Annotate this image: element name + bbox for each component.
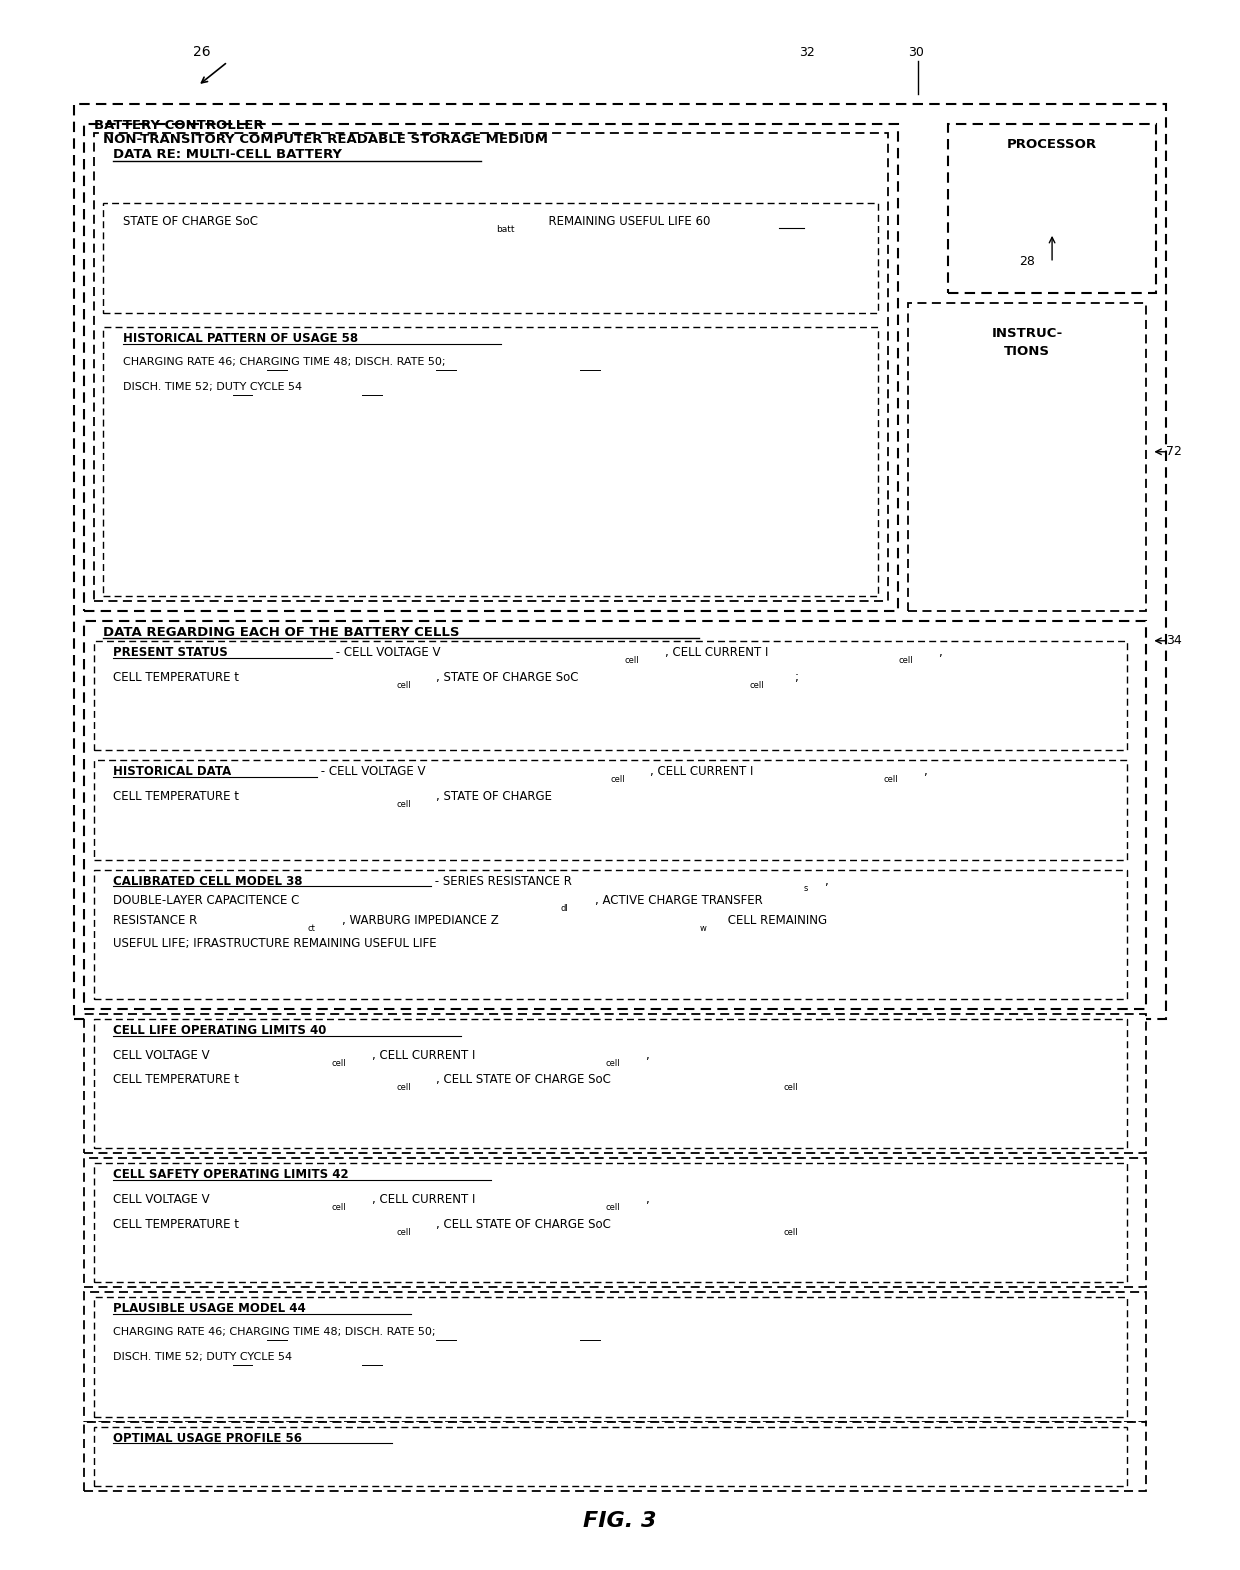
Text: cell: cell — [397, 680, 412, 689]
Text: ,: , — [937, 645, 941, 659]
Text: 26: 26 — [193, 46, 211, 58]
Text: CELL TEMPERATURE t: CELL TEMPERATURE t — [113, 670, 239, 683]
Text: , CELL CURRENT I: , CELL CURRENT I — [372, 1193, 475, 1206]
Text: REMAINING USEFUL LIFE 60: REMAINING USEFUL LIFE 60 — [541, 215, 711, 228]
Bar — [83, 1421, 1147, 1492]
Bar — [93, 641, 1127, 750]
Text: DATA REGARDING EACH OF THE BATTERY CELLS: DATA REGARDING EACH OF THE BATTERY CELLS — [103, 626, 460, 639]
Text: cell: cell — [784, 1228, 799, 1237]
Text: ,: , — [645, 1193, 649, 1206]
Text: 34: 34 — [1167, 634, 1182, 647]
Text: cell: cell — [883, 776, 898, 783]
Bar — [83, 620, 1147, 1010]
Text: ;: ; — [794, 670, 797, 683]
Text: batt: batt — [496, 225, 515, 234]
Text: CELL TEMPERATURE t: CELL TEMPERATURE t — [113, 1074, 239, 1086]
Text: , CELL CURRENT I: , CELL CURRENT I — [372, 1049, 475, 1061]
Bar — [103, 328, 878, 597]
Text: OPTIMAL USAGE PROFILE 56: OPTIMAL USAGE PROFILE 56 — [113, 1432, 303, 1444]
Text: DATA RE: MULTI-CELL BATTERY: DATA RE: MULTI-CELL BATTERY — [113, 149, 342, 162]
Text: CHARGING RATE 46; CHARGING TIME 48; DISCH. RATE 50;: CHARGING RATE 46; CHARGING TIME 48; DISC… — [123, 358, 446, 367]
Text: w: w — [699, 925, 707, 933]
Text: CELL VOLTAGE V: CELL VOLTAGE V — [113, 1193, 210, 1206]
Text: - CELL VOLTAGE V: - CELL VOLTAGE V — [317, 765, 425, 779]
Text: CELL TEMPERATURE t: CELL TEMPERATURE t — [113, 1218, 239, 1231]
Text: s: s — [804, 884, 808, 893]
Text: 30: 30 — [908, 46, 924, 58]
Bar — [93, 133, 888, 601]
Text: , CELL STATE OF CHARGE SoC: , CELL STATE OF CHARGE SoC — [436, 1218, 611, 1231]
Text: DOUBLE-LAYER CAPACITENCE C: DOUBLE-LAYER CAPACITENCE C — [113, 895, 300, 907]
Text: FIG. 3: FIG. 3 — [583, 1510, 657, 1531]
Text: DISCH. TIME 52; DUTY CYCLE 54: DISCH. TIME 52; DUTY CYCLE 54 — [113, 1352, 293, 1361]
Text: CELL SAFETY OPERATING LIMITS 42: CELL SAFETY OPERATING LIMITS 42 — [113, 1168, 348, 1181]
Text: CELL LIFE OPERATING LIMITS 40: CELL LIFE OPERATING LIMITS 40 — [113, 1024, 327, 1036]
Text: cell: cell — [397, 1083, 412, 1093]
Text: cell: cell — [749, 680, 764, 689]
Text: ,: , — [823, 874, 827, 887]
Text: cell: cell — [898, 656, 913, 664]
Text: cell: cell — [397, 801, 412, 809]
Text: , CELL CURRENT I: , CELL CURRENT I — [650, 765, 753, 779]
Bar — [83, 1159, 1147, 1287]
Text: , STATE OF CHARGE SoC: , STATE OF CHARGE SoC — [436, 670, 579, 683]
Text: NON-TRANSITORY COMPUTER READABLE STORAGE MEDIUM: NON-TRANSITORY COMPUTER READABLE STORAGE… — [103, 133, 548, 146]
Text: CELL REMAINING: CELL REMAINING — [724, 914, 827, 928]
Bar — [93, 760, 1127, 860]
Text: , CELL CURRENT I: , CELL CURRENT I — [665, 645, 768, 659]
Bar — [947, 124, 1157, 292]
Text: USEFUL LIFE; IFRASTRUCTURE REMAINING USEFUL LIFE: USEFUL LIFE; IFRASTRUCTURE REMAINING USE… — [113, 937, 436, 950]
Text: 72: 72 — [1167, 446, 1182, 458]
Bar — [73, 104, 1167, 1019]
Text: STATE OF CHARGE SoC: STATE OF CHARGE SoC — [123, 215, 258, 228]
Text: - CELL VOLTAGE V: - CELL VOLTAGE V — [332, 645, 440, 659]
Text: cell: cell — [397, 1228, 412, 1237]
Text: , WARBURG IMPEDIANCE Z: , WARBURG IMPEDIANCE Z — [342, 914, 498, 928]
Bar — [83, 124, 898, 611]
Text: , CELL STATE OF CHARGE SoC: , CELL STATE OF CHARGE SoC — [436, 1074, 611, 1086]
Text: ct: ct — [308, 925, 315, 933]
Text: cell: cell — [332, 1058, 346, 1068]
Bar — [93, 1427, 1127, 1487]
Bar — [83, 1014, 1147, 1152]
Text: CHARGING RATE 46; CHARGING TIME 48; DISCH. RATE 50;: CHARGING RATE 46; CHARGING TIME 48; DISC… — [113, 1327, 436, 1338]
Text: CELL VOLTAGE V: CELL VOLTAGE V — [113, 1049, 210, 1061]
Text: CALIBRATED CELL MODEL 38: CALIBRATED CELL MODEL 38 — [113, 874, 303, 887]
Bar — [93, 1297, 1127, 1416]
Text: , STATE OF CHARGE: , STATE OF CHARGE — [436, 790, 552, 802]
Text: DISCH. TIME 52; DUTY CYCLE 54: DISCH. TIME 52; DUTY CYCLE 54 — [123, 382, 303, 392]
Text: PRESENT STATUS: PRESENT STATUS — [113, 645, 228, 659]
Bar — [103, 203, 878, 312]
Text: RESISTANCE R: RESISTANCE R — [113, 914, 197, 928]
Text: CELL TEMPERATURE t: CELL TEMPERATURE t — [113, 790, 239, 802]
Text: HISTORICAL DATA: HISTORICAL DATA — [113, 765, 232, 779]
Text: cell: cell — [605, 1058, 620, 1068]
Bar — [83, 1292, 1147, 1421]
Text: INSTRUC-
TIONS: INSTRUC- TIONS — [992, 328, 1063, 358]
Text: cell: cell — [332, 1203, 346, 1212]
Text: BATTERY CONTROLLER: BATTERY CONTROLLER — [93, 119, 263, 132]
Text: PLAUSIBLE USAGE MODEL 44: PLAUSIBLE USAGE MODEL 44 — [113, 1302, 306, 1316]
Text: ,: , — [645, 1049, 649, 1061]
Text: cell: cell — [610, 776, 625, 783]
Text: 32: 32 — [799, 46, 815, 58]
Text: HISTORICAL PATTERN OF USAGE 58: HISTORICAL PATTERN OF USAGE 58 — [123, 333, 358, 345]
Text: cell: cell — [605, 1203, 620, 1212]
Text: PROCESSOR: PROCESSOR — [1007, 138, 1097, 151]
Bar — [93, 1019, 1127, 1148]
Text: dl: dl — [560, 904, 568, 914]
Text: , ACTIVE CHARGE TRANSFER: , ACTIVE CHARGE TRANSFER — [595, 895, 763, 907]
Bar — [908, 303, 1147, 611]
Text: ,: , — [923, 765, 926, 779]
Text: - SERIES RESISTANCE R: - SERIES RESISTANCE R — [432, 874, 572, 887]
Bar — [93, 870, 1127, 999]
Bar — [93, 1163, 1127, 1283]
Text: 28: 28 — [1019, 254, 1035, 268]
Text: cell: cell — [784, 1083, 799, 1093]
Text: cell: cell — [625, 656, 640, 664]
